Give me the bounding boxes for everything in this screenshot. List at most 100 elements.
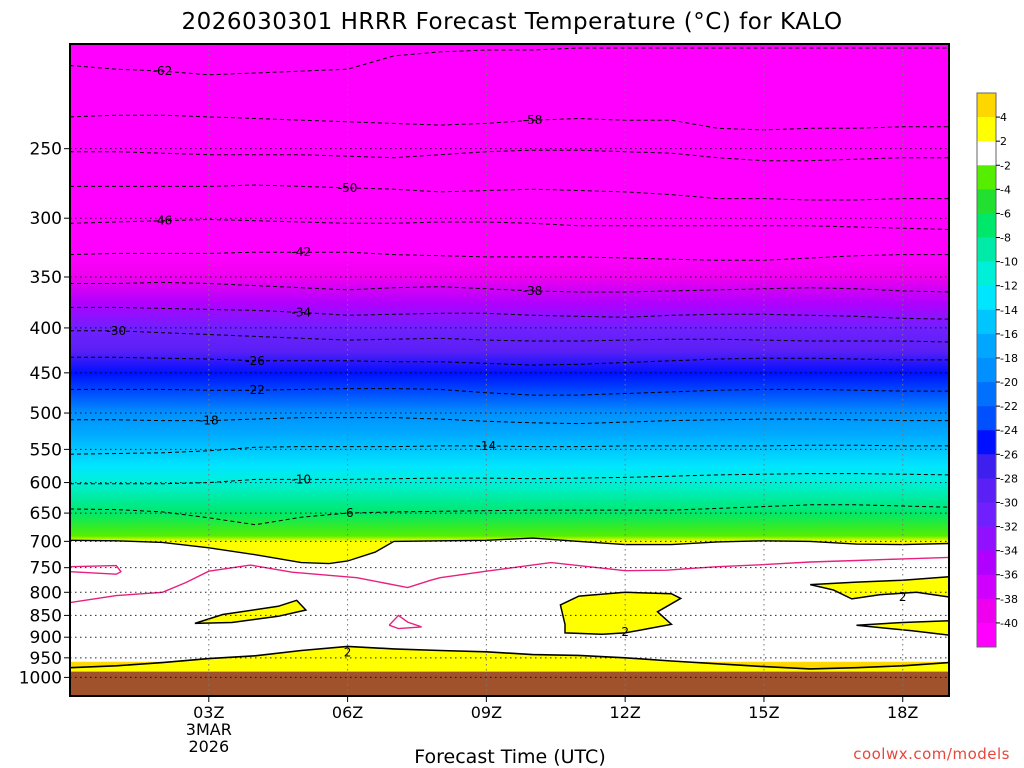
colorbar-cell-9 bbox=[977, 309, 996, 335]
colorbar-label-10: -18 bbox=[1000, 352, 1018, 365]
isotherm-label--34: -34 bbox=[291, 305, 311, 319]
isotherm-label--30: -30 bbox=[106, 324, 126, 338]
isotherm-label--46: -46 bbox=[153, 214, 173, 228]
plot-frame bbox=[69, 43, 950, 697]
colorbar-cell-22 bbox=[977, 622, 996, 648]
colorbar-label-6: -10 bbox=[1000, 256, 1018, 269]
colorbar-label-7: -12 bbox=[1000, 280, 1018, 293]
surface-warm-label: 2 bbox=[344, 645, 352, 659]
colorbar-label-17: -32 bbox=[1000, 521, 1018, 534]
colorbar-cell-12 bbox=[977, 382, 996, 407]
isotherm-label--10: -10 bbox=[291, 472, 311, 486]
y-tick-label-700: 700 bbox=[30, 532, 62, 552]
colorbar-label-19: -36 bbox=[1000, 569, 1018, 582]
site-credit: coolwx.com/models bbox=[853, 745, 1010, 763]
y-tick-label-750: 750 bbox=[30, 559, 62, 579]
contour-labels: -62-58-50-46-42-38-34-30-26-22-18-14-10-… bbox=[106, 64, 907, 659]
colorbar-label-2: -2 bbox=[1000, 159, 1011, 172]
colorbar-label-8: -14 bbox=[1000, 304, 1018, 317]
colorbar-label-21: -40 bbox=[1000, 617, 1018, 630]
y-axis: 2503003504004505005506006507007508008509… bbox=[19, 140, 70, 688]
isotherm-label--42: -42 bbox=[291, 245, 311, 259]
colorbar-label-13: -24 bbox=[1000, 424, 1018, 437]
colorbar-label-15: -28 bbox=[1000, 472, 1018, 485]
colorbar-label-12: -22 bbox=[1000, 400, 1018, 413]
colorbar-cell-13 bbox=[977, 406, 996, 431]
colorbar-cell-3 bbox=[977, 165, 996, 190]
y-tick-label-850: 850 bbox=[30, 606, 62, 626]
colorbar-label-4: -6 bbox=[1000, 207, 1011, 220]
y-tick-label-400: 400 bbox=[30, 319, 62, 339]
warm-region-label-3: 2 bbox=[899, 590, 907, 604]
colorbar-label-0: 4 bbox=[1000, 111, 1007, 124]
x-tick-label-3-0: 03Z bbox=[193, 703, 224, 722]
isotherm-label--58: -58 bbox=[523, 113, 543, 127]
x-tick-label-18-0: 18Z bbox=[887, 703, 918, 722]
warm-region-label-2: 2 bbox=[621, 625, 629, 639]
surface-warm-contour bbox=[70, 645, 949, 670]
y-tick-label-450: 450 bbox=[30, 364, 62, 384]
colorbar-cell-17 bbox=[977, 502, 996, 527]
colorbar-label-5: -8 bbox=[1000, 232, 1011, 245]
x-tick-label-9-0: 09Z bbox=[471, 703, 502, 722]
isotherm-label--38: -38 bbox=[523, 284, 543, 298]
y-tick-label-300: 300 bbox=[30, 209, 62, 229]
y-tick-label-650: 650 bbox=[30, 504, 62, 524]
colorbar-frame bbox=[976, 92, 997, 648]
isotherm--62 bbox=[70, 47, 949, 76]
x-tick-label-12-0: 12Z bbox=[610, 703, 641, 722]
y-tick-label-900: 900 bbox=[30, 628, 62, 648]
colorbar-cell-15 bbox=[977, 454, 996, 479]
isotherm-label--26: -26 bbox=[245, 354, 265, 368]
y-tick-label-350: 350 bbox=[30, 268, 62, 288]
x-tick-label-6-0: 06Z bbox=[332, 703, 363, 722]
warm-region-3 bbox=[810, 575, 949, 600]
colorbar-label-1: 2 bbox=[1000, 135, 1007, 148]
isotherm--6 bbox=[70, 504, 949, 526]
colorbar-cell-10 bbox=[977, 333, 996, 359]
y-tick-label-800: 800 bbox=[30, 583, 62, 603]
isotherm-label--6: -6 bbox=[342, 506, 354, 520]
colorbar-cell-4 bbox=[977, 189, 996, 214]
colorbar-label-16: -30 bbox=[1000, 497, 1018, 510]
colorbar-cell-16 bbox=[977, 478, 996, 503]
colorbar-label-3: -4 bbox=[1000, 183, 1011, 196]
grid-lines bbox=[70, 44, 949, 696]
colorbar-cell-18 bbox=[977, 526, 996, 551]
isotherm-label--22: -22 bbox=[245, 383, 265, 397]
colorbar-cell-1 bbox=[977, 117, 996, 142]
y-tick-label-1000: 1000 bbox=[19, 668, 62, 688]
plot-area: -62-58-50-46-42-38-34-30-26-22-18-14-10-… bbox=[70, 44, 949, 696]
ground-band bbox=[70, 671, 949, 696]
colorbar-legend: 4 2 -2 -4 -6 -8 -10 -12 -14 -16 -18 -20 -22 -24 -26 -28… bbox=[976, 92, 1018, 648]
x-tick-label-15-0: 15Z bbox=[748, 703, 779, 722]
y-tick-label-950: 950 bbox=[30, 649, 62, 669]
colorbar-cell-14 bbox=[977, 430, 996, 455]
colorbar-cell-8 bbox=[977, 285, 996, 311]
y-tick-label-500: 500 bbox=[30, 404, 62, 424]
chart-title: 2026030301 HRRR Forecast Temperature (°C… bbox=[181, 9, 842, 35]
warm-region-1 bbox=[194, 599, 308, 625]
colorbar-cell-5 bbox=[977, 213, 996, 238]
colorbar-cell-6 bbox=[977, 237, 996, 262]
colorbar-label-11: -20 bbox=[1000, 376, 1018, 389]
colorbar-label-9: -16 bbox=[1000, 328, 1018, 341]
colorbar-cell-7 bbox=[977, 261, 996, 286]
isotherm-label--18: -18 bbox=[199, 414, 219, 428]
freezing-isotherm-3 bbox=[388, 614, 422, 630]
green-band-contour bbox=[70, 537, 949, 565]
colorbar-cell-19 bbox=[977, 550, 996, 576]
x-tick-label-3-2: 2026 bbox=[188, 737, 229, 756]
isotherm-label--62: -62 bbox=[153, 64, 173, 78]
y-tick-label-250: 250 bbox=[30, 140, 62, 160]
colorbar-cell-2 bbox=[977, 141, 996, 166]
y-tick-label-550: 550 bbox=[30, 440, 62, 460]
x-axis-label: Forecast Time (UTC) bbox=[414, 746, 605, 768]
isotherm-label--14: -14 bbox=[477, 439, 497, 453]
colorbar-label-14: -26 bbox=[1000, 448, 1018, 461]
freezing-isotherm-1 bbox=[70, 564, 122, 575]
colorbar-cell-21 bbox=[977, 598, 996, 624]
freezing-layer-fill bbox=[70, 538, 949, 662]
